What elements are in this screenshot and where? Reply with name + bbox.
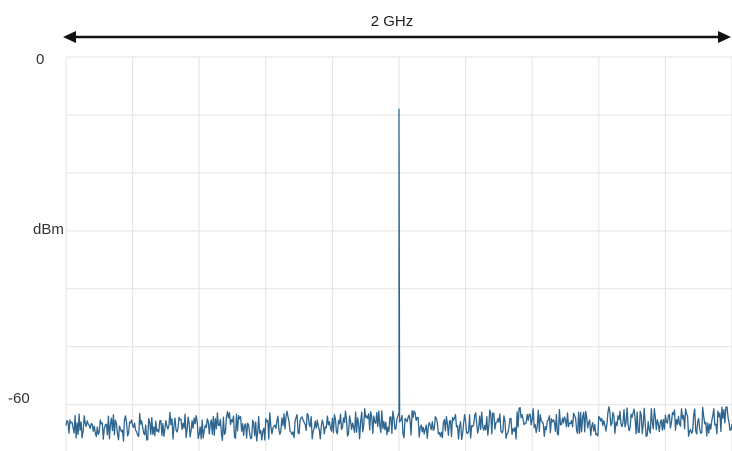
y-tick-label-0: 0 <box>36 51 44 68</box>
span-arrow-left-head <box>63 31 76 43</box>
y-axis-label: dBm <box>33 221 64 238</box>
span-arrow-right-head <box>718 31 731 43</box>
span-label: 2 GHz <box>371 13 414 30</box>
y-tick-label-60: -60 <box>8 390 30 407</box>
spectrum-trace <box>65 108 732 442</box>
span-indicator: 2 GHz <box>63 9 731 43</box>
span-label-background <box>361 9 423 31</box>
